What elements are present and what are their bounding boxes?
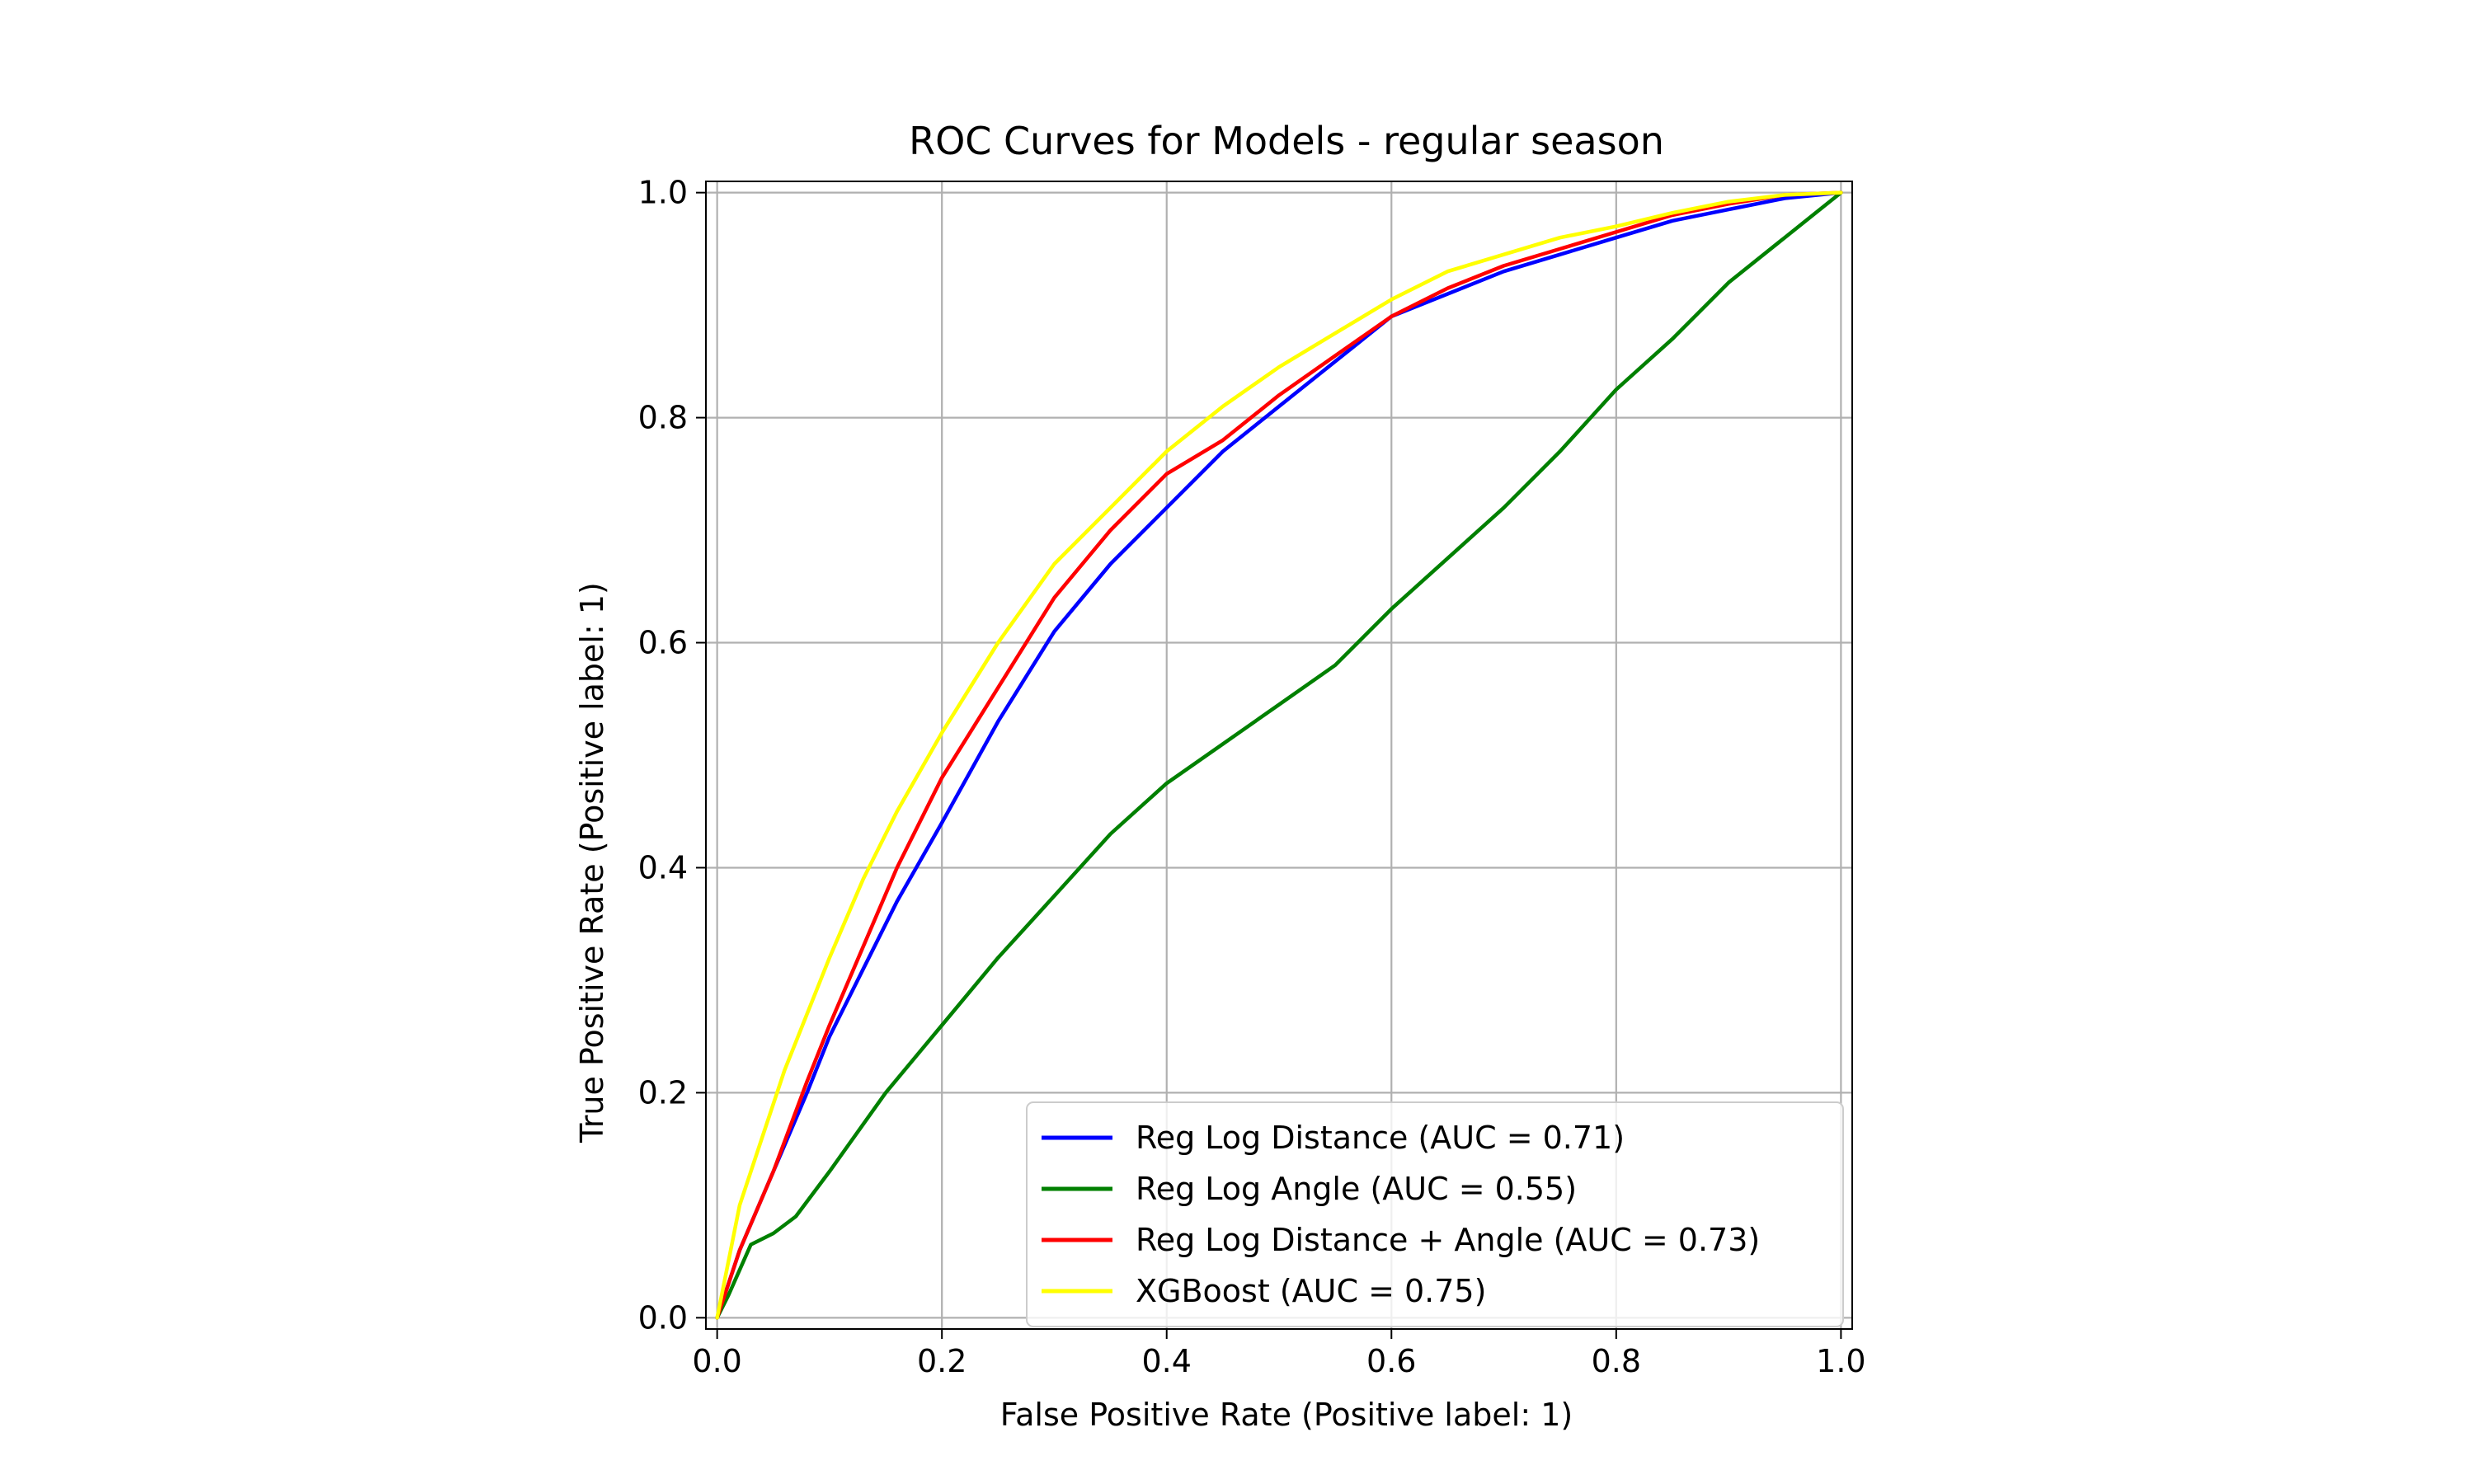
- legend-entry: XGBoost (AUC = 0.75): [1136, 1273, 1486, 1309]
- x-tick-label: 0.0: [692, 1343, 741, 1379]
- series-line-2: [715, 190, 1843, 1320]
- legend-entry: Reg Log Angle (AUC = 0.55): [1136, 1171, 1577, 1207]
- x-tick-label: 0.6: [1366, 1343, 1416, 1379]
- legend-box: [1026, 1101, 1844, 1327]
- x-tick-label: 0.2: [917, 1343, 967, 1379]
- legend-entry: Reg Log Distance + Angle (AUC = 0.73): [1136, 1222, 1760, 1258]
- x-tick-label: 0.4: [1142, 1343, 1192, 1379]
- legend-entry: Reg Log Distance (AUC = 0.71): [1136, 1120, 1625, 1156]
- y-axis-label: True Positive Rate (Positive label: 1): [574, 582, 610, 1144]
- series-line-1: [715, 190, 1843, 1320]
- series-lines: [715, 190, 1843, 1320]
- chart-title: ROC Curves for Models - regular season: [909, 119, 1664, 163]
- x-tick-label: 1.0: [1816, 1343, 1865, 1379]
- x-axis-label: False Positive Rate (Positive label: 1): [1000, 1397, 1573, 1433]
- y-tick-label: 0.2: [638, 1074, 688, 1111]
- y-tick-label: 0.4: [638, 849, 688, 885]
- y-tick-label: 0.8: [638, 400, 688, 436]
- y-tick-label: 0.6: [638, 625, 688, 661]
- y-tick-label: 0.0: [638, 1299, 688, 1336]
- y-tick-label: 1.0: [638, 175, 688, 211]
- plot-frame: [705, 181, 1853, 1330]
- legend: Reg Log Distance (AUC = 0.71) Reg Log Ang…: [1026, 1101, 1844, 1327]
- series-line-4: [715, 190, 1843, 1320]
- x-tick-label: 0.8: [1592, 1343, 1641, 1379]
- axis-ticks: 0.0 0.2 0.4 0.6 0.8 1.0 0.0 0.2 0.4 0.6 0.8 1.0: [638, 175, 1866, 1379]
- series-line-3: [715, 190, 1843, 1320]
